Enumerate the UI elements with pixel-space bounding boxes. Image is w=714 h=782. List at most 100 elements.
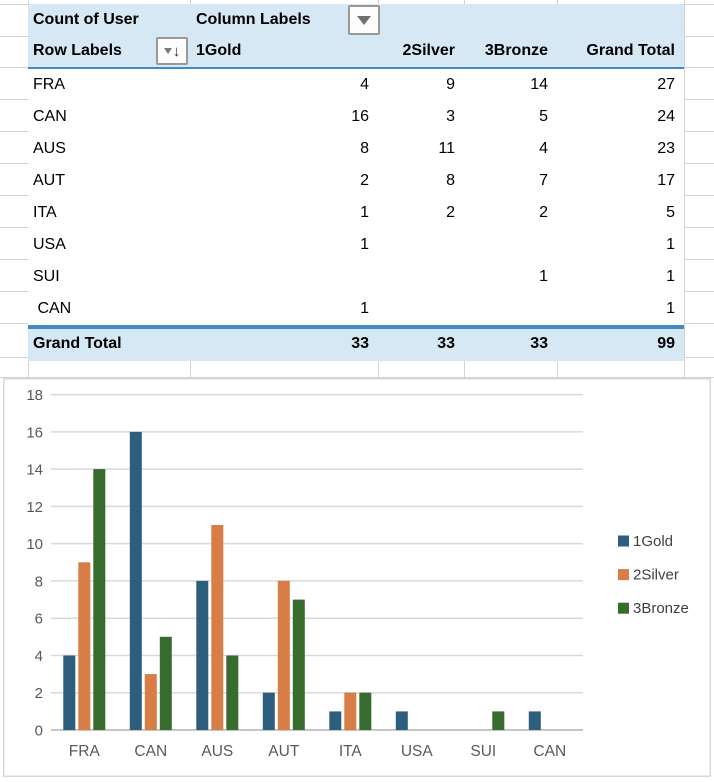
bar-AUT-2Silver[interactable] [277,580,290,730]
gridline [684,4,714,5]
pivot-row: AUS 8 11 4 23 [28,133,684,165]
column-header-grand-total[interactable]: Grand Total [557,36,684,67]
value-cell[interactable]: 8 [378,165,464,197]
row-label-cell[interactable]: USA [28,229,190,261]
pivot-table: Count of User Column Labels Row Labels 1… [28,4,684,361]
bar-AUS-1Gold[interactable] [196,580,209,730]
column-labels-header-cell[interactable]: Column Labels [190,4,378,36]
value-cell[interactable]: 23 [557,133,684,165]
bar-FRA-1Gold[interactable] [63,655,76,731]
gridline [190,0,191,4]
value-cell[interactable] [464,293,557,325]
value-cell[interactable]: 11 [378,133,464,165]
value-cell[interactable]: 24 [557,101,684,133]
pivot-row: USA 1 1 [28,229,684,261]
bar-CAN-3Bronze[interactable] [159,636,172,730]
column-header-gold[interactable]: 1Gold [190,36,378,67]
row-labels-filter-button[interactable]: ↓ [156,37,188,65]
gridline [190,357,191,377]
value-cell[interactable]: 1 [557,261,684,293]
bar-USA-1Gold[interactable] [395,711,408,730]
gridline [684,0,685,377]
bar-chart[interactable]: 0 2 4 6 8 10 12 14 16 18 FRA CAN AUS AUT ITA USA SUI CAN 1… [3,378,711,777]
gridline [684,259,714,260]
value-cell[interactable]: 9 [378,69,464,101]
bar-SUI-3Bronze[interactable] [492,711,505,730]
column-header-silver[interactable]: 2Silver [378,36,464,67]
row-label-cell[interactable]: ITA [28,197,190,229]
column-header-bronze[interactable]: 3Bronze [464,36,557,67]
gridline [0,195,28,196]
gridline [684,195,714,196]
bar-ITA-1Gold[interactable] [329,711,342,730]
value-cell[interactable]: 3 [378,101,464,133]
value-cell[interactable] [464,229,557,261]
row-label-cell[interactable]: CAN [28,293,190,325]
grand-total-value-cell[interactable]: 33 [378,327,464,361]
legend-item-1Gold[interactable]: 1Gold [633,533,673,550]
value-cell[interactable]: 17 [557,165,684,197]
grand-total-value-cell[interactable]: 33 [190,327,378,361]
bar-CAN-1Gold[interactable] [528,711,541,730]
value-cell[interactable]: 1 [190,197,378,229]
value-cell[interactable]: 4 [464,133,557,165]
legend-item-2Silver[interactable]: 2Silver [633,567,679,584]
grand-total-value-cell[interactable]: 33 [464,327,557,361]
pivot-row: FRA 4 9 14 27 [28,69,684,101]
value-cell[interactable]: 4 [190,69,378,101]
bar-FRA-3Bronze[interactable] [93,469,106,730]
row-label-cell[interactable]: SUI [28,261,190,293]
value-cell[interactable]: 1 [557,229,684,261]
value-cell[interactable]: 5 [464,101,557,133]
y-tick-label: 8 [35,573,43,590]
value-cell[interactable]: 2 [378,197,464,229]
bar-ITA-2Silver[interactable] [344,692,357,730]
chart-area-border [3,378,711,777]
gridline [684,99,714,100]
y-tick-label: 14 [26,462,43,479]
pivot-corner-cell[interactable]: Count of User [28,4,190,36]
x-category-label: SUI [470,743,496,760]
grand-total-value-cell[interactable]: 99 [557,327,684,361]
row-label-cell[interactable]: AUT [28,165,190,197]
value-cell[interactable]: 2 [464,197,557,229]
value-cell[interactable]: 2 [190,165,378,197]
value-cell[interactable]: 1 [464,261,557,293]
value-cell[interactable]: 16 [190,101,378,133]
bar-CAN-1Gold[interactable] [129,431,142,730]
gridline [28,357,29,377]
gridline [28,0,29,4]
bar-AUS-3Bronze[interactable] [226,655,239,731]
y-tick-label: 2 [35,685,43,702]
value-cell[interactable]: 1 [190,229,378,261]
value-cell[interactable]: 8 [190,133,378,165]
value-cell[interactable] [378,229,464,261]
grand-total-label-cell[interactable]: Grand Total [28,327,190,361]
value-cell[interactable]: 27 [557,69,684,101]
row-label-cell[interactable]: FRA [28,69,190,101]
gridline [684,67,714,68]
bar-AUT-1Gold[interactable] [262,692,275,730]
bar-AUS-2Silver[interactable] [211,525,224,730]
header-filler-cell [464,4,557,36]
column-labels-filter-button[interactable] [348,5,380,35]
value-cell[interactable]: 5 [557,197,684,229]
bar-AUT-3Bronze[interactable] [292,599,305,730]
gridline [378,357,379,377]
value-cell[interactable] [378,261,464,293]
value-cell[interactable]: 14 [464,69,557,101]
row-label-cell[interactable]: AUS [28,133,190,165]
gridline [378,0,379,4]
bar-CAN-2Silver[interactable] [144,674,157,730]
legend-item-3Bronze[interactable]: 3Bronze [633,600,689,617]
row-label-cell[interactable]: CAN [28,101,190,133]
value-cell[interactable]: 7 [464,165,557,197]
value-cell[interactable] [378,293,464,325]
value-cell[interactable]: 1 [557,293,684,325]
value-cell[interactable]: 1 [190,293,378,325]
chevron-down-icon [163,48,172,54]
bar-FRA-2Silver[interactable] [78,562,91,730]
value-cell[interactable] [190,261,378,293]
pivot-row: ITA 1 2 2 5 [28,197,684,229]
bar-ITA-3Bronze[interactable] [359,692,372,730]
